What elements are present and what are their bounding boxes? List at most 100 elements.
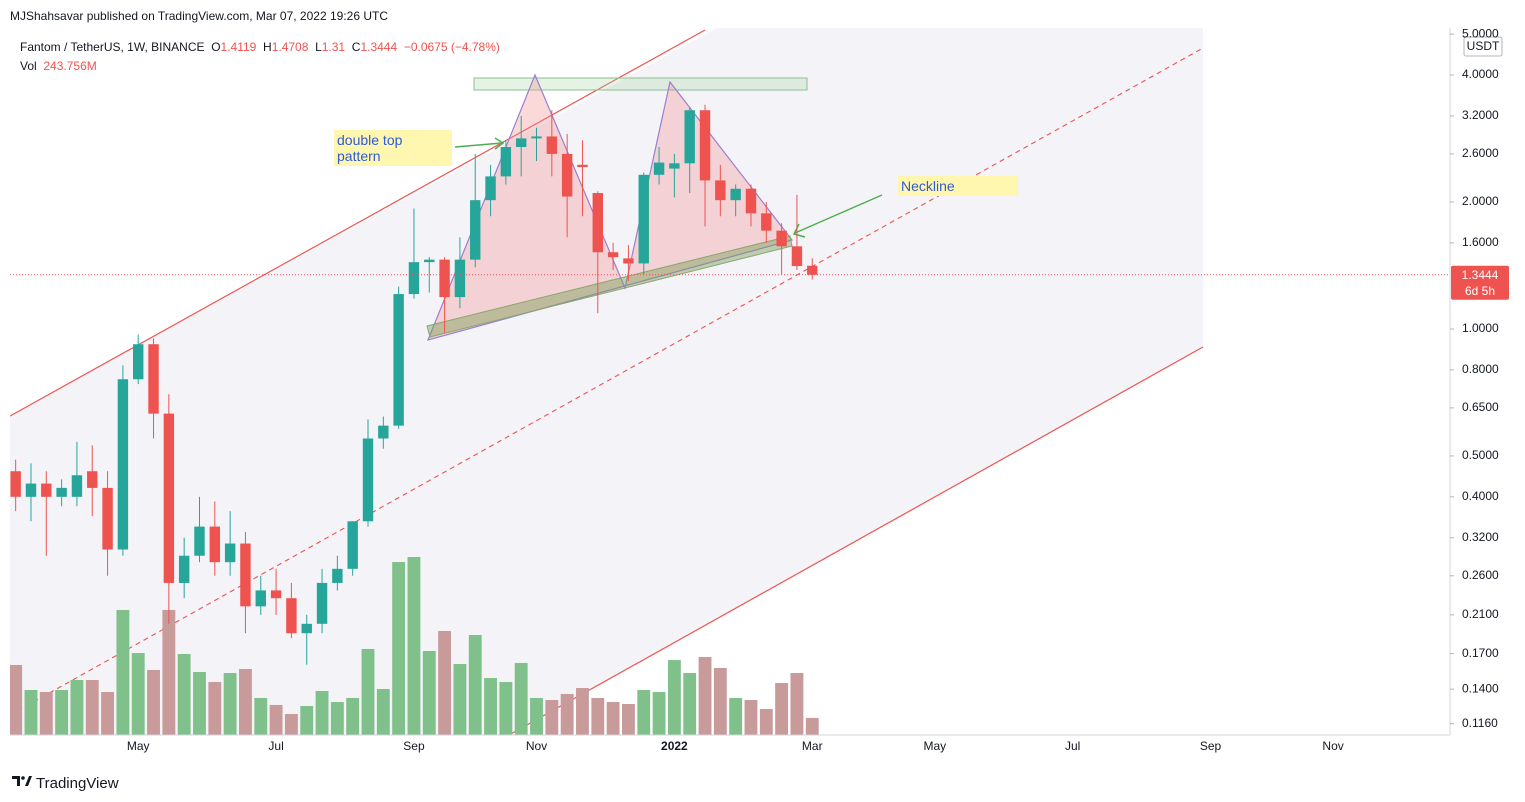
volume-bar [545, 700, 559, 735]
volume-bar [698, 657, 712, 735]
candle-body [715, 180, 726, 201]
y-tick-label: 0.4000 [1462, 489, 1499, 503]
volume-bar [70, 679, 84, 735]
price-tag-value: 1.3444 [1462, 268, 1499, 282]
y-tick-label: 1.6000 [1462, 235, 1499, 249]
volume-bar [116, 609, 130, 735]
candle-body [209, 526, 221, 563]
volume-bar [24, 689, 38, 735]
candle-body [133, 344, 144, 380]
candle-body [393, 294, 404, 426]
candle-body [745, 188, 757, 214]
volume-bar [300, 706, 314, 735]
candle-body [316, 582, 328, 624]
arrow-head [494, 137, 505, 150]
countdown: 6d 5h [1465, 284, 1495, 298]
candle-body [699, 110, 711, 181]
x-tick-label: Sep [403, 739, 425, 753]
candle-body [224, 543, 236, 563]
y-tick-label: 0.1160 [1462, 716, 1498, 730]
price-tag [1451, 265, 1509, 300]
candle-body [301, 623, 312, 634]
candle-body [424, 259, 435, 263]
y-tick-label: 0.1400 [1462, 681, 1499, 695]
volume-bar [131, 653, 145, 735]
y-tick-label: 0.8000 [1462, 362, 1499, 376]
candle-body [807, 265, 818, 275]
volume-bar [560, 693, 574, 735]
volume-bar [346, 697, 360, 735]
volume-bar [39, 692, 53, 735]
legend-letter: O [211, 40, 221, 54]
candle-body [500, 147, 512, 177]
volume-name: Vol [20, 59, 37, 73]
volume-bar [85, 679, 99, 735]
currency: USDT [1467, 39, 1500, 53]
candle-body [117, 379, 129, 550]
candle-body [148, 344, 159, 414]
channel-middle [10, 47, 1204, 716]
volume-bar [530, 697, 543, 735]
legend-letter: H [263, 40, 272, 54]
volume-bar [239, 668, 252, 735]
volume-bar [315, 690, 329, 735]
channel-upper [10, 29, 706, 417]
candle-body [607, 252, 619, 258]
candle-body [470, 200, 481, 260]
legend-letter: C [351, 40, 361, 54]
y-tick-label: 0.3200 [1462, 530, 1499, 544]
candle-body [178, 555, 190, 583]
volume-bar [147, 669, 160, 735]
legend-letter: L [315, 40, 322, 54]
volume-bar [254, 697, 268, 735]
candle-body [561, 153, 573, 197]
y-tick-label: 0.2600 [1462, 568, 1499, 582]
candle-body [286, 598, 297, 634]
close-value: 1.3444 [360, 40, 398, 54]
volume-layer [10, 556, 819, 735]
x-tick-label: 2022 [661, 739, 688, 753]
volume-bar [744, 700, 758, 735]
volume-value: 243.756M [43, 59, 97, 73]
arrow [454, 142, 503, 148]
candle-body [87, 471, 98, 488]
volume-bar [330, 702, 344, 735]
volume-bar [499, 682, 513, 735]
candle-body [240, 543, 251, 607]
candle-body [761, 213, 772, 231]
neckline-zone [426, 235, 793, 338]
volume-bar [223, 672, 237, 735]
annotation: double top pattern [334, 130, 452, 166]
x-tick-label: Mar [802, 739, 823, 753]
currency-badge [1463, 36, 1503, 57]
y-tick-label: 2.0000 [1462, 194, 1499, 208]
y-tick-label: 5.0000 [1462, 26, 1499, 40]
volume-bar [376, 689, 390, 735]
candle-body [332, 568, 343, 583]
volume-bar [177, 654, 191, 735]
x-tick-label: May [923, 739, 946, 753]
volume-bar [468, 634, 482, 735]
candle-body [194, 526, 205, 556]
candle-body [41, 483, 52, 497]
candle-body [515, 138, 527, 148]
volume-bar [269, 704, 283, 735]
candle-body [592, 193, 603, 253]
candle-body [638, 174, 649, 264]
volume-bar [637, 689, 651, 735]
volume-bar [621, 703, 635, 735]
resistance-zone [473, 77, 808, 91]
x-tick-label: Jul [1065, 739, 1080, 753]
y-tick-label: 0.6500 [1462, 400, 1499, 414]
volume-bar [10, 665, 23, 735]
volume-bar [775, 682, 789, 735]
y-tick-label: 2.6000 [1462, 146, 1499, 160]
candle-body [623, 258, 634, 264]
volume-bar [361, 648, 375, 735]
candle-body [255, 590, 266, 607]
candle-body [454, 259, 466, 298]
y-tick-label: 1.0000 [1462, 321, 1499, 335]
attribution: MJShahsavar published on TradingView.com… [10, 9, 388, 23]
candle-body [776, 230, 787, 247]
